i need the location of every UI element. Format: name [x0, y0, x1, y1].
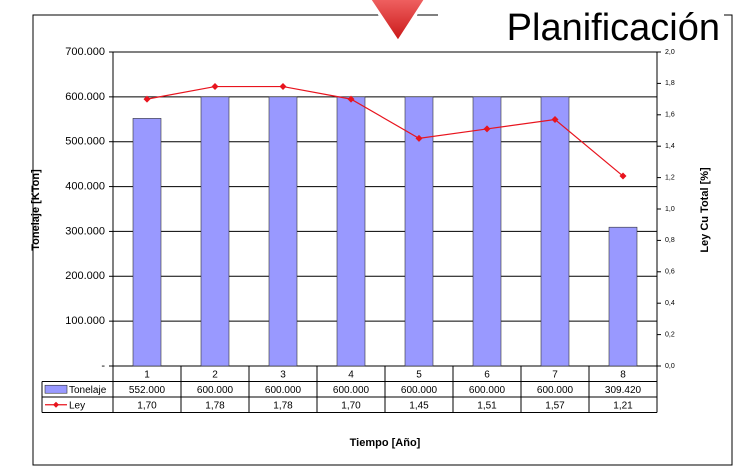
bar: [268, 96, 298, 367]
title-background: [438, 12, 724, 46]
data-table-value: 309.420: [605, 385, 642, 396]
x-tick-label: 2: [212, 369, 218, 380]
data-table-value: 552.000: [129, 385, 166, 396]
legend-label: Tonelaje: [69, 385, 107, 396]
marker: [143, 95, 151, 103]
y-tick-label: 100.000: [65, 315, 105, 327]
chart-title: Planificación: [507, 7, 720, 49]
data-table-value: 600.000: [197, 385, 234, 396]
y-axis-title: Tonelaje [KTon]: [30, 169, 42, 251]
y2-tick-label: 2,0: [665, 49, 675, 56]
legend-symbol: [53, 401, 59, 408]
plot-area: [113, 52, 657, 366]
y2-tick-label: 1,8: [665, 80, 675, 87]
bar: [472, 96, 502, 367]
y-tick-label: 200.000: [65, 270, 105, 282]
y-tick-label: 700.000: [65, 46, 105, 58]
y-tick-label: 500.000: [65, 136, 105, 148]
legend-symbol: [44, 384, 68, 394]
y2-tick-label: 1,6: [665, 112, 675, 119]
data-table-value: 1,57: [545, 400, 565, 411]
data-table-value: 1,78: [273, 400, 293, 411]
data-table-value: 1,70: [341, 400, 361, 411]
y2-tick-label: 0,0: [665, 363, 675, 370]
y-tick-label: 600.000: [65, 91, 105, 103]
x-axis-title: Tiempo [Año]: [350, 437, 421, 449]
y2-tick-label: 0,8: [665, 237, 675, 244]
marker: [551, 116, 559, 124]
y2-tick-label: 0,2: [665, 331, 675, 338]
data-table-value: 600.000: [537, 385, 574, 396]
data-table-value: 600.000: [333, 385, 370, 396]
marker: [415, 134, 423, 142]
y2-tick-label: 0,4: [665, 300, 675, 307]
data-table-value: 1,78: [205, 400, 225, 411]
bar: [608, 226, 638, 367]
marker: [279, 83, 287, 91]
decoration: [368, 0, 427, 45]
y-tick-label: 300.000: [65, 225, 105, 237]
y2-tick-label: 1,0: [665, 206, 675, 213]
x-tick-label: 5: [416, 369, 422, 380]
marker: [483, 125, 491, 133]
marker: [619, 172, 627, 180]
bar: [540, 96, 570, 367]
data-table-value: 1,21: [613, 400, 633, 411]
bar: [132, 118, 162, 367]
data-table-value: 1,45: [409, 400, 429, 411]
y-tick-label: 400.000: [65, 180, 105, 192]
data-table-value: 600.000: [469, 385, 506, 396]
bar: [336, 96, 366, 367]
bar: [200, 96, 230, 367]
x-tick-label: 7: [552, 369, 558, 380]
data-table-value: 600.000: [265, 385, 302, 396]
legend-label: Ley: [69, 400, 85, 411]
y-tick-label: -: [101, 360, 105, 372]
y2-tick-label: 0,6: [665, 269, 675, 276]
data-table-value: 600.000: [401, 385, 438, 396]
x-tick-label: 3: [280, 369, 286, 380]
x-tick-label: 6: [484, 369, 490, 380]
x-tick-label: 1: [144, 369, 150, 380]
x-tick-label: 4: [348, 369, 354, 380]
marker: [347, 95, 355, 103]
y2-axis-title: Ley Cu Total [%]: [699, 167, 711, 253]
y2-tick-label: 1,4: [665, 143, 675, 150]
data-table-value: 1,70: [137, 400, 157, 411]
line: [146, 85, 624, 177]
x-tick-label: 8: [620, 369, 626, 380]
data-table-value: 1,51: [477, 400, 497, 411]
marker: [211, 83, 219, 91]
y2-tick-label: 1,2: [665, 174, 675, 181]
